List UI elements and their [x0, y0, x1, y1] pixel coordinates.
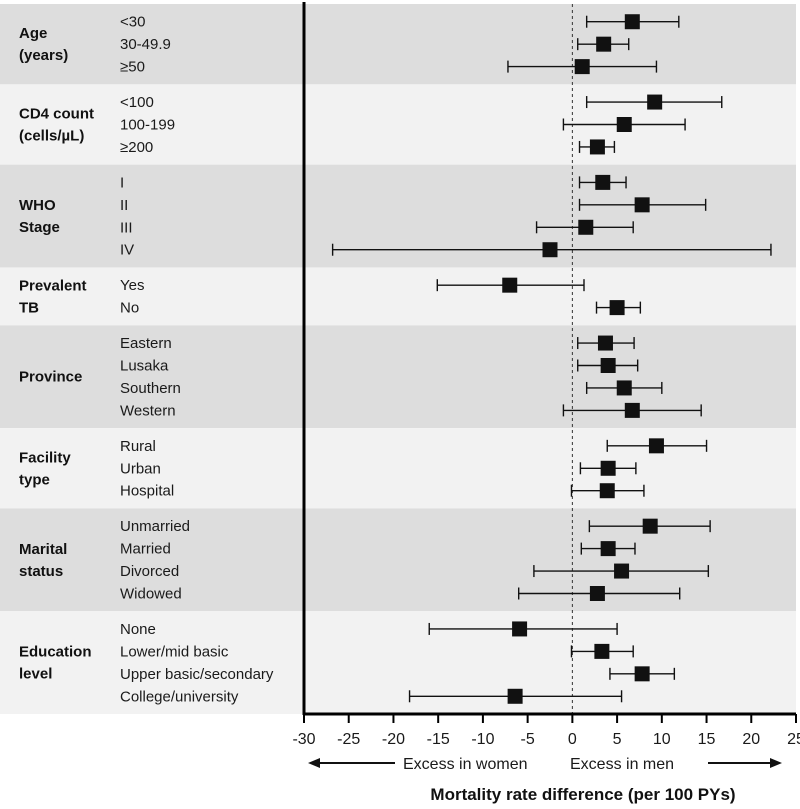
estimate-marker: [600, 541, 616, 557]
estimate-marker: [507, 688, 523, 704]
direction-right-label: Excess in men: [570, 756, 674, 773]
estimate-marker: [614, 563, 630, 579]
tick-label: 25: [787, 731, 800, 748]
subgroup-label: Lusaka: [120, 358, 169, 375]
estimate-marker: [648, 438, 664, 454]
estimate-marker: [589, 586, 605, 601]
subgroup-label: III: [120, 219, 133, 236]
subgroup-label: 30-49.9: [120, 36, 171, 53]
subgroup-label: Southern: [120, 380, 181, 397]
subgroup-label: IV: [120, 242, 134, 259]
estimate-marker: [624, 14, 640, 30]
estimate-marker: [624, 402, 640, 418]
group-band: [0, 267, 796, 326]
subgroup-label: ≥200: [120, 139, 153, 156]
estimate-marker: [616, 380, 632, 396]
estimate-marker: [578, 219, 594, 235]
subgroup-label: Urban: [120, 460, 161, 477]
group-label: Facility: [19, 449, 71, 466]
estimate-marker: [634, 666, 650, 682]
tick-label: -25: [337, 731, 360, 748]
group-label: (years): [19, 47, 68, 64]
subgroup-label: Married: [120, 541, 171, 558]
group-label: TB: [19, 299, 39, 316]
group-band: [0, 4, 796, 85]
estimate-marks: [331, 14, 772, 704]
group-label: Age: [19, 25, 47, 42]
subgroup-label: Eastern: [120, 335, 172, 352]
estimate-marker: [600, 358, 616, 373]
group-label: level: [19, 666, 52, 683]
estimate-marker: [642, 518, 658, 534]
estimate-marker: [542, 242, 558, 258]
subgroup-label: <100: [120, 94, 154, 111]
estimate-marker: [502, 277, 518, 293]
group-label: (cells/µL): [19, 128, 84, 145]
estimate-marker: [616, 117, 632, 132]
subgroup-label: Upper basic/secondary: [120, 666, 274, 683]
subgroup-label: Divorced: [120, 563, 179, 580]
tick-label: -10: [471, 731, 494, 748]
subgroup-label: No: [120, 300, 139, 317]
group-bands: [0, 4, 796, 714]
tick-label: 0: [568, 731, 577, 748]
estimate-marker: [574, 59, 590, 75]
subgroup-label: Western: [120, 402, 176, 419]
subgroup-label: Yes: [120, 277, 144, 294]
direction-annotations: Excess in women Excess in men: [308, 756, 782, 773]
estimate-marker: [599, 483, 615, 499]
arrow-right-head: [770, 758, 782, 768]
tick-label: 10: [653, 731, 671, 748]
group-label: Marital: [19, 541, 67, 558]
row-labels: Age (years) <30 30-49.9 ≥50 CD4 count (cells/µ…: [19, 14, 274, 706]
group-label: Education: [19, 644, 92, 661]
estimate-marker: [647, 94, 663, 110]
estimate-marker: [600, 460, 616, 476]
group-label: Prevalent: [19, 277, 87, 294]
direction-left-label: Excess in women: [403, 756, 528, 773]
tick-label: 20: [742, 731, 760, 748]
tick-label: 5: [613, 731, 622, 748]
subgroup-label: 100-199: [120, 117, 175, 134]
subgroup-label: None: [120, 621, 156, 638]
group-label: CD4 count: [19, 106, 94, 123]
subgroup-label: College/university: [120, 688, 239, 705]
estimate-marker: [597, 335, 613, 351]
tick-label: -15: [427, 731, 450, 748]
tick-label: 15: [698, 731, 716, 748]
group-label: WHO: [19, 197, 56, 214]
subgroup-label: Unmarried: [120, 518, 190, 535]
subgroup-label: Hospital: [120, 483, 174, 500]
estimate-marker: [512, 621, 528, 637]
tick-label: -30: [292, 731, 315, 748]
estimate-marker: [634, 197, 650, 213]
group-label: type: [19, 471, 50, 488]
group-label: Province: [19, 369, 82, 386]
subgroup-label: <30: [120, 14, 145, 31]
subgroup-label: ≥50: [120, 59, 145, 76]
x-axis-ticks: -30 -25 -20 -15 -10 -5 0 5 10 15 20 25: [292, 714, 800, 748]
estimate-marker: [609, 300, 625, 316]
arrow-left-head: [308, 758, 320, 768]
subgroup-label: Rural: [120, 438, 156, 455]
group-band: [0, 611, 796, 714]
subgroup-label: Widowed: [120, 586, 182, 603]
subgroup-label: II: [120, 197, 128, 214]
subgroup-label: Lower/mid basic: [120, 643, 229, 660]
subgroup-label: I: [120, 174, 124, 191]
estimate-marker: [594, 643, 610, 659]
estimate-marker: [595, 174, 611, 190]
x-axis-title: Mortality rate difference (per 100 PYs): [430, 785, 735, 804]
tick-label: -5: [521, 731, 535, 748]
tick-label: -20: [382, 731, 405, 748]
estimate-marker: [596, 36, 612, 52]
estimate-marker: [589, 139, 605, 155]
group-label: Stage: [19, 219, 60, 236]
group-label: status: [19, 563, 63, 580]
